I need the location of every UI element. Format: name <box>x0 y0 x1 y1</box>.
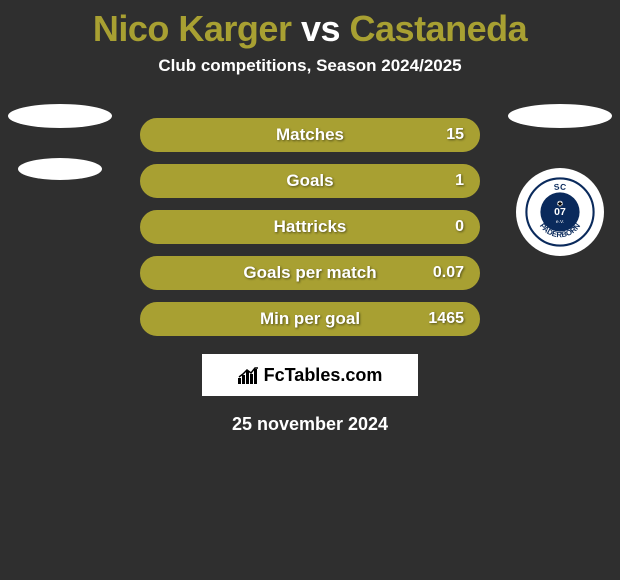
stat-bar: Hattricks0 <box>140 210 480 244</box>
date-text: 25 november 2024 <box>0 414 620 435</box>
stat-bar-label: Hattricks <box>142 217 478 237</box>
svg-text:07: 07 <box>554 206 566 218</box>
fctables-logo-box[interactable]: FcTables.com <box>202 354 418 396</box>
fctables-logo: FcTables.com <box>238 365 383 386</box>
stat-bar: Goals per match0.07 <box>140 256 480 290</box>
club-badge-paderborn: SC PADERBORN 07 e.V. <box>516 168 604 256</box>
left-badge-column <box>8 104 112 210</box>
bars-icon <box>238 366 260 384</box>
stat-bar-value: 15 <box>446 126 464 144</box>
stat-bar-label: Goals per match <box>142 263 478 283</box>
stat-bar-value: 1465 <box>428 310 464 328</box>
comparison-content: SC PADERBORN 07 e.V. Matches15 Goals1 Hatt… <box>0 118 620 435</box>
stat-bar-value: 0 <box>455 218 464 236</box>
stat-bar: Matches15 <box>140 118 480 152</box>
svg-text:e.V.: e.V. <box>556 219 564 225</box>
stat-bar-value: 1 <box>455 172 464 190</box>
stat-bar: Goals1 <box>140 164 480 198</box>
fctables-text: FcTables.com <box>264 365 383 386</box>
stat-bars: Matches15 Goals1 Hattricks0 Goals per match… <box>140 118 480 336</box>
left-ellipse-1 <box>8 104 112 128</box>
player1-name: Nico Karger <box>93 8 292 49</box>
left-ellipse-2 <box>18 158 102 180</box>
vs-text: vs <box>301 8 350 49</box>
stat-bar-label: Matches <box>142 125 478 145</box>
stat-bar-label: Goals <box>142 171 478 191</box>
stat-bar-value: 0.07 <box>433 264 464 282</box>
player2-name: Castaneda <box>350 8 528 49</box>
paderborn-icon: SC PADERBORN 07 e.V. <box>525 177 595 247</box>
right-ellipse-1 <box>508 104 612 128</box>
page-title: Nico Karger vs Castaneda <box>0 0 620 50</box>
right-badge-column: SC PADERBORN 07 e.V. <box>508 104 612 256</box>
stat-bar: Min per goal1465 <box>140 302 480 336</box>
subtitle: Club competitions, Season 2024/2025 <box>0 56 620 76</box>
